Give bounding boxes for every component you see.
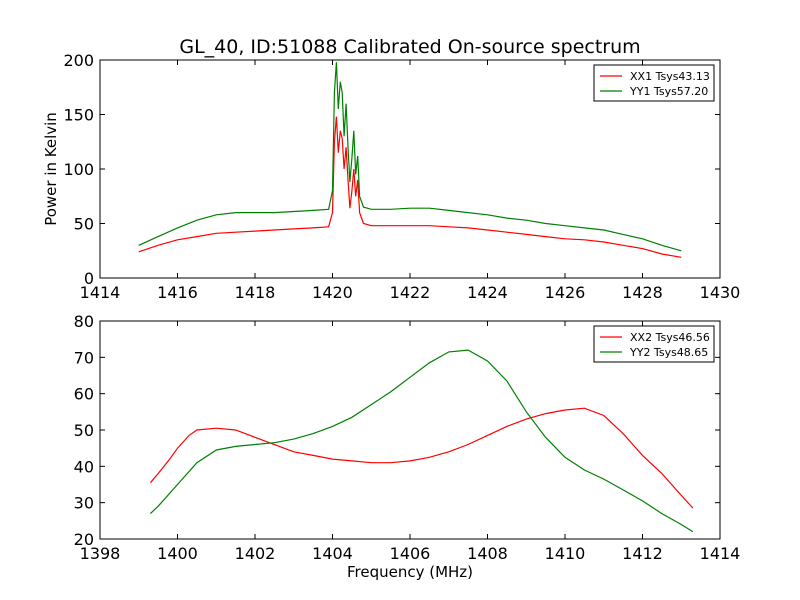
y-tick-label: 70 — [74, 348, 94, 367]
x-tick-label: 1426 — [545, 283, 586, 302]
x-tick-label: 1400 — [157, 544, 198, 563]
y-tick-label: 150 — [63, 106, 94, 125]
y-tick-label: 50 — [74, 421, 94, 440]
x-tick-label: 1428 — [622, 283, 663, 302]
upper-plot: 1414 1416 1418 1420 1422 1424 1426 1428 1430 0 50 1… — [63, 51, 740, 302]
y-tick-label: 0 — [84, 269, 94, 288]
y-tick-label: 40 — [74, 457, 94, 476]
series-line-1-1 — [138, 116, 682, 258]
x-tick-label: 1420 — [312, 283, 353, 302]
legend-box — [593, 325, 715, 363]
figure-title: GL_40, ID:51088 Calibrated On-source spe… — [179, 36, 640, 58]
x-tick-label: 1408 — [467, 544, 508, 563]
x-tick-label: 1414 — [80, 283, 121, 302]
y-tick-label: 80 — [74, 312, 94, 331]
x-tick-label: 1398 — [80, 544, 121, 563]
x-tick-label: 1410 — [545, 544, 586, 563]
x-tick-label: 1422 — [390, 283, 431, 302]
legend-2: XX2 Tsys46.56 YY2 Tsys48.65 — [593, 325, 715, 363]
y-tick-label: 30 — [74, 494, 94, 513]
legend-box — [593, 64, 715, 102]
y-tick-label: 60 — [74, 385, 94, 404]
x-tick-label: 1414 — [700, 544, 741, 563]
series-line-2-1 — [149, 407, 694, 509]
x-tick-label: 1424 — [467, 283, 508, 302]
x-tick-label: 1416 — [157, 283, 198, 302]
y-tick-label: 50 — [74, 215, 94, 234]
series-line-2-2 — [149, 349, 694, 533]
legend-label: YY2 Tsys48.65 — [629, 346, 708, 359]
x-tick-label: 1402 — [235, 544, 276, 563]
x-tick-label: 1406 — [390, 544, 431, 563]
legend-1: XX1 Tsys43.13 YY1 Tsys57.20 — [593, 64, 715, 102]
x-tick-label: 1412 — [622, 544, 663, 563]
x-tick-label: 1404 — [312, 544, 353, 563]
legend-label: YY1 Tsys57.20 — [629, 85, 708, 98]
y-axis-label: Power in Kelvin — [42, 112, 60, 226]
x-tick-label: 1430 — [700, 283, 741, 302]
x-axis-label: Frequency (MHz) — [347, 563, 473, 581]
y-tick-label: 20 — [74, 530, 94, 549]
legend-label: XX2 Tsys46.56 — [630, 331, 710, 344]
y-tick-label: 100 — [63, 160, 94, 179]
series-line-1-2 — [138, 62, 682, 252]
x-tick-label: 1418 — [235, 283, 276, 302]
y-tick-label: 200 — [63, 51, 94, 70]
lower-plot: 1398 1400 1402 1404 1406 1408 1410 1412 1414 20 30… — [74, 312, 741, 563]
legend-label: XX1 Tsys43.13 — [630, 70, 710, 83]
